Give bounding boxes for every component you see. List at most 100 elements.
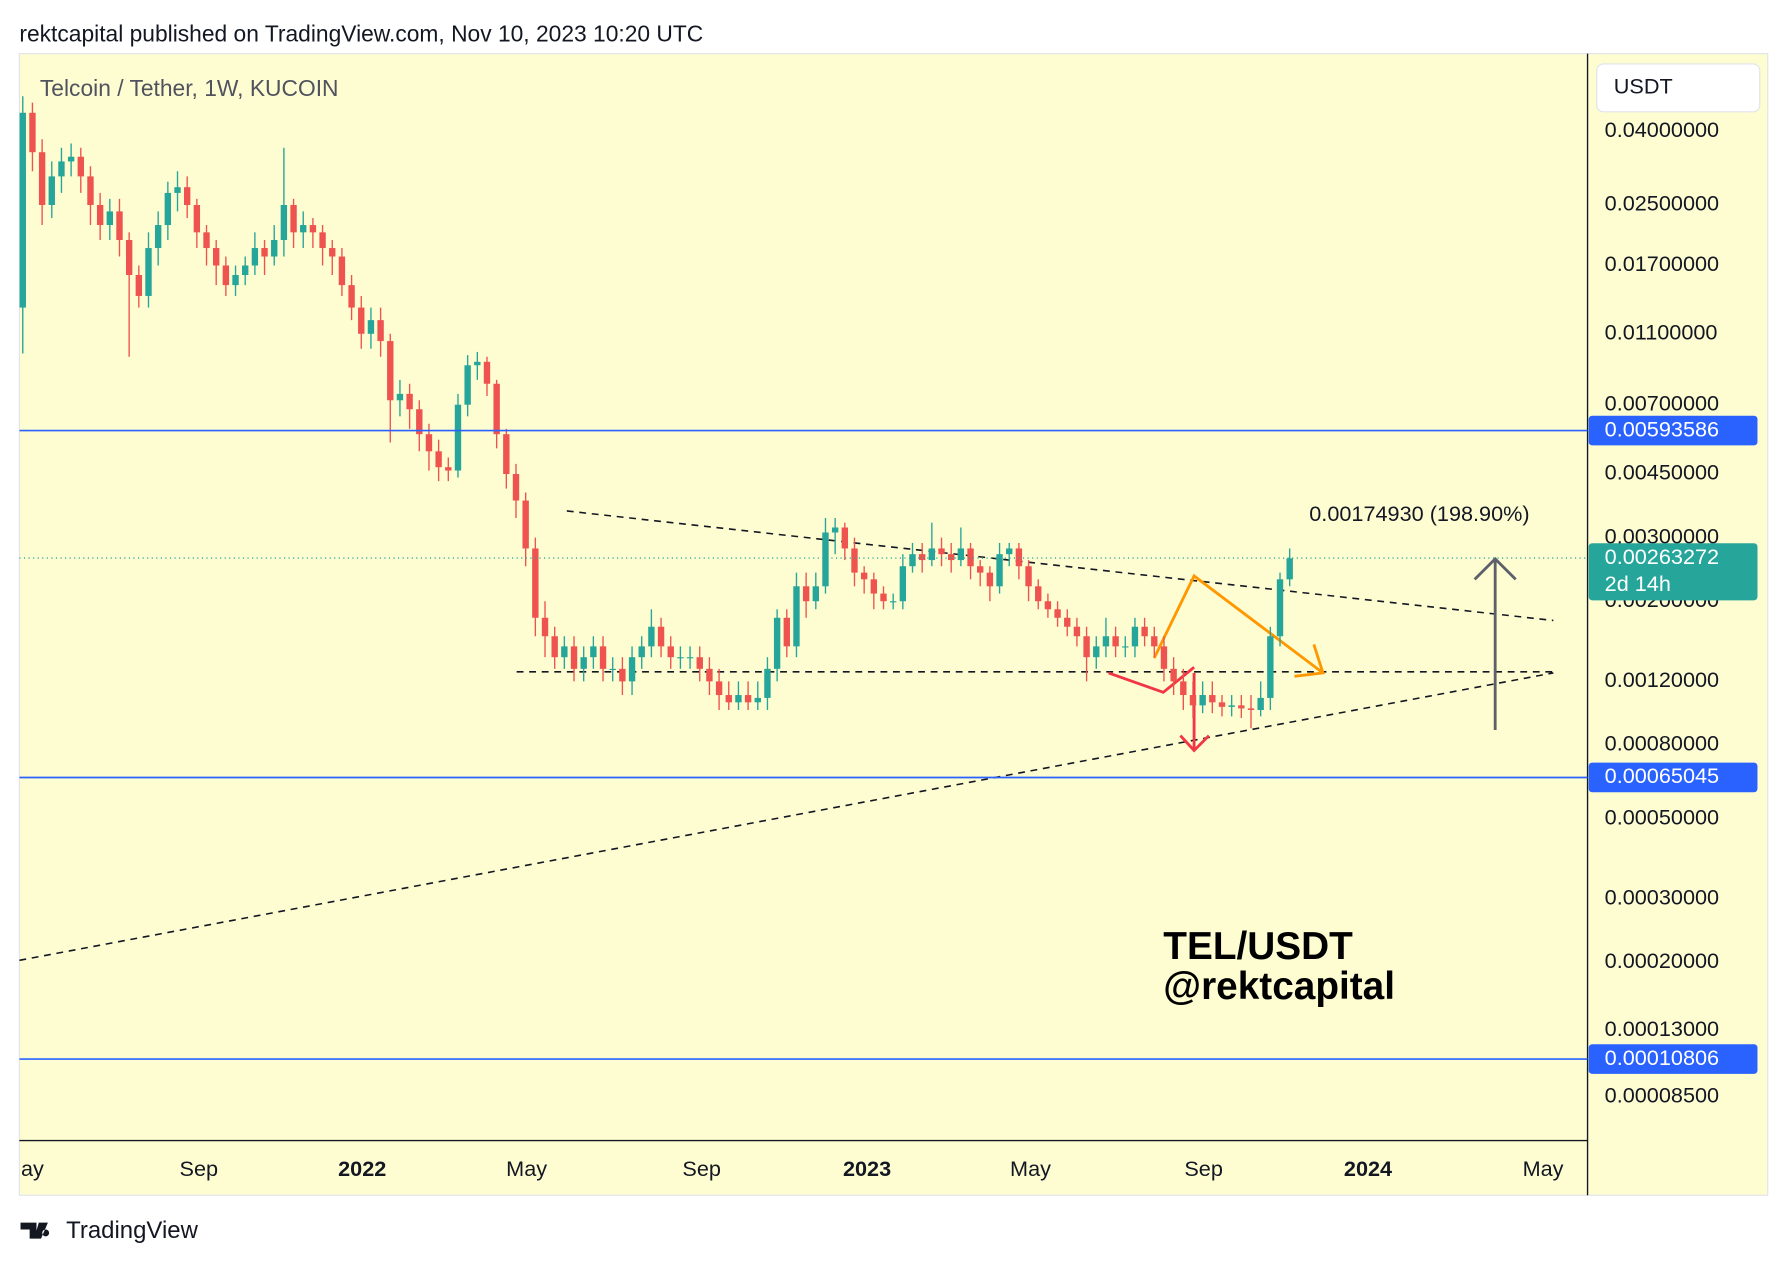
candle-body <box>1093 646 1100 658</box>
x-tick-label: 2022 <box>338 1156 386 1181</box>
candle-body <box>1209 695 1216 703</box>
candle-body <box>116 211 123 240</box>
chart-background <box>18 53 1769 1196</box>
candle-body <box>1083 636 1090 658</box>
candle-body <box>193 204 201 233</box>
candle-body <box>145 248 152 296</box>
candle-body <box>232 275 239 286</box>
x-tick-label: Sep <box>1184 1156 1223 1181</box>
candle-body <box>280 204 288 240</box>
candle-body <box>512 474 520 501</box>
candle-body <box>735 695 742 703</box>
candle-body <box>367 320 375 334</box>
candle-body <box>1035 586 1042 602</box>
candle-body <box>967 548 974 567</box>
x-tick-label: Sep <box>682 1156 721 1181</box>
candle-body <box>619 668 626 682</box>
x-tick-label: May <box>506 1156 547 1181</box>
candle-body <box>358 307 365 334</box>
plot-area <box>19 96 1588 1060</box>
y-tick-label: 0.00120000 <box>1605 667 1719 692</box>
candle-body <box>261 248 268 257</box>
candle-body <box>58 161 65 177</box>
candle-body <box>957 548 965 561</box>
trendline <box>19 672 1554 962</box>
level-label: 0.00065045 <box>1605 763 1719 788</box>
candle-body <box>474 361 481 366</box>
candle-body <box>174 187 181 193</box>
watermark: @rektcapital <box>1163 965 1395 1008</box>
candle-body <box>164 192 172 226</box>
candle-body <box>464 365 471 405</box>
candle-body <box>802 586 810 602</box>
candle-body <box>909 554 916 567</box>
y-tick-label: 0.01700000 <box>1605 251 1719 276</box>
y-tick-label: 0.00008500 <box>1605 1082 1719 1107</box>
candle-body <box>271 239 278 257</box>
candle-body <box>793 586 800 647</box>
candle-body <box>290 204 297 233</box>
level-label-box <box>1588 1044 1758 1074</box>
candle-body <box>638 646 645 658</box>
red-arrow-head <box>1179 734 1210 753</box>
candle-body <box>77 156 84 177</box>
candle-body <box>996 554 1003 587</box>
candle-body <box>1025 566 1032 587</box>
level-label-box <box>1588 762 1758 793</box>
candle-body <box>522 500 529 549</box>
candle-body <box>1141 626 1148 637</box>
candle-body <box>783 617 790 647</box>
candle-body <box>725 695 732 703</box>
candle-body <box>686 657 694 659</box>
candle-body <box>948 554 955 561</box>
candle-body <box>1064 617 1071 627</box>
candle-body <box>1238 705 1245 709</box>
candle-body <box>628 657 636 682</box>
currency-box[interactable] <box>1596 63 1761 113</box>
candle-body <box>899 566 907 602</box>
candle-body <box>493 383 500 435</box>
x-tick-label: May <box>1010 1156 1051 1181</box>
candle-body <box>454 404 462 471</box>
candle-body <box>309 225 317 233</box>
candle-body <box>1006 548 1013 555</box>
logo-mark <box>20 1222 50 1239</box>
y-tick-label: 0.04000000 <box>1605 117 1719 142</box>
candle-body <box>1276 579 1284 637</box>
y-tick-label: 0.00080000 <box>1605 731 1719 756</box>
candle-body <box>1247 708 1255 710</box>
orange-arrow-head <box>1294 643 1325 678</box>
countdown-label: 2d 14h <box>1605 571 1671 596</box>
trendline <box>566 510 1554 622</box>
candle-body <box>203 232 210 249</box>
candle-body <box>928 548 936 561</box>
candle-body <box>977 566 984 573</box>
level-label: 0.00593586 <box>1605 416 1719 441</box>
candle-body <box>213 248 220 266</box>
candle-body <box>1151 636 1158 647</box>
candle-body <box>561 646 568 658</box>
x-tick-label: 2023 <box>843 1156 891 1181</box>
candle-body <box>715 681 723 696</box>
candle-body <box>541 617 549 637</box>
candle-body <box>1102 636 1110 647</box>
candle-body <box>812 586 819 602</box>
y-tick-label: 0.00700000 <box>1605 390 1719 415</box>
candle-body <box>1286 558 1293 580</box>
candle-body <box>667 646 674 658</box>
candle-body <box>406 393 413 410</box>
candle-body <box>1199 695 1206 706</box>
candle-body <box>377 320 384 342</box>
candle-body <box>532 548 539 618</box>
candle-body <box>851 548 858 573</box>
candle-body <box>503 434 510 475</box>
candle-body <box>1073 626 1081 637</box>
candle-body <box>657 626 665 647</box>
candle-body <box>677 657 684 659</box>
candle-body <box>222 265 230 286</box>
candle-body <box>483 361 491 384</box>
candle-body <box>348 285 355 308</box>
last-price-box <box>1588 543 1758 601</box>
currency-label[interactable]: USDT <box>1614 74 1673 99</box>
candle-body <box>87 176 94 205</box>
